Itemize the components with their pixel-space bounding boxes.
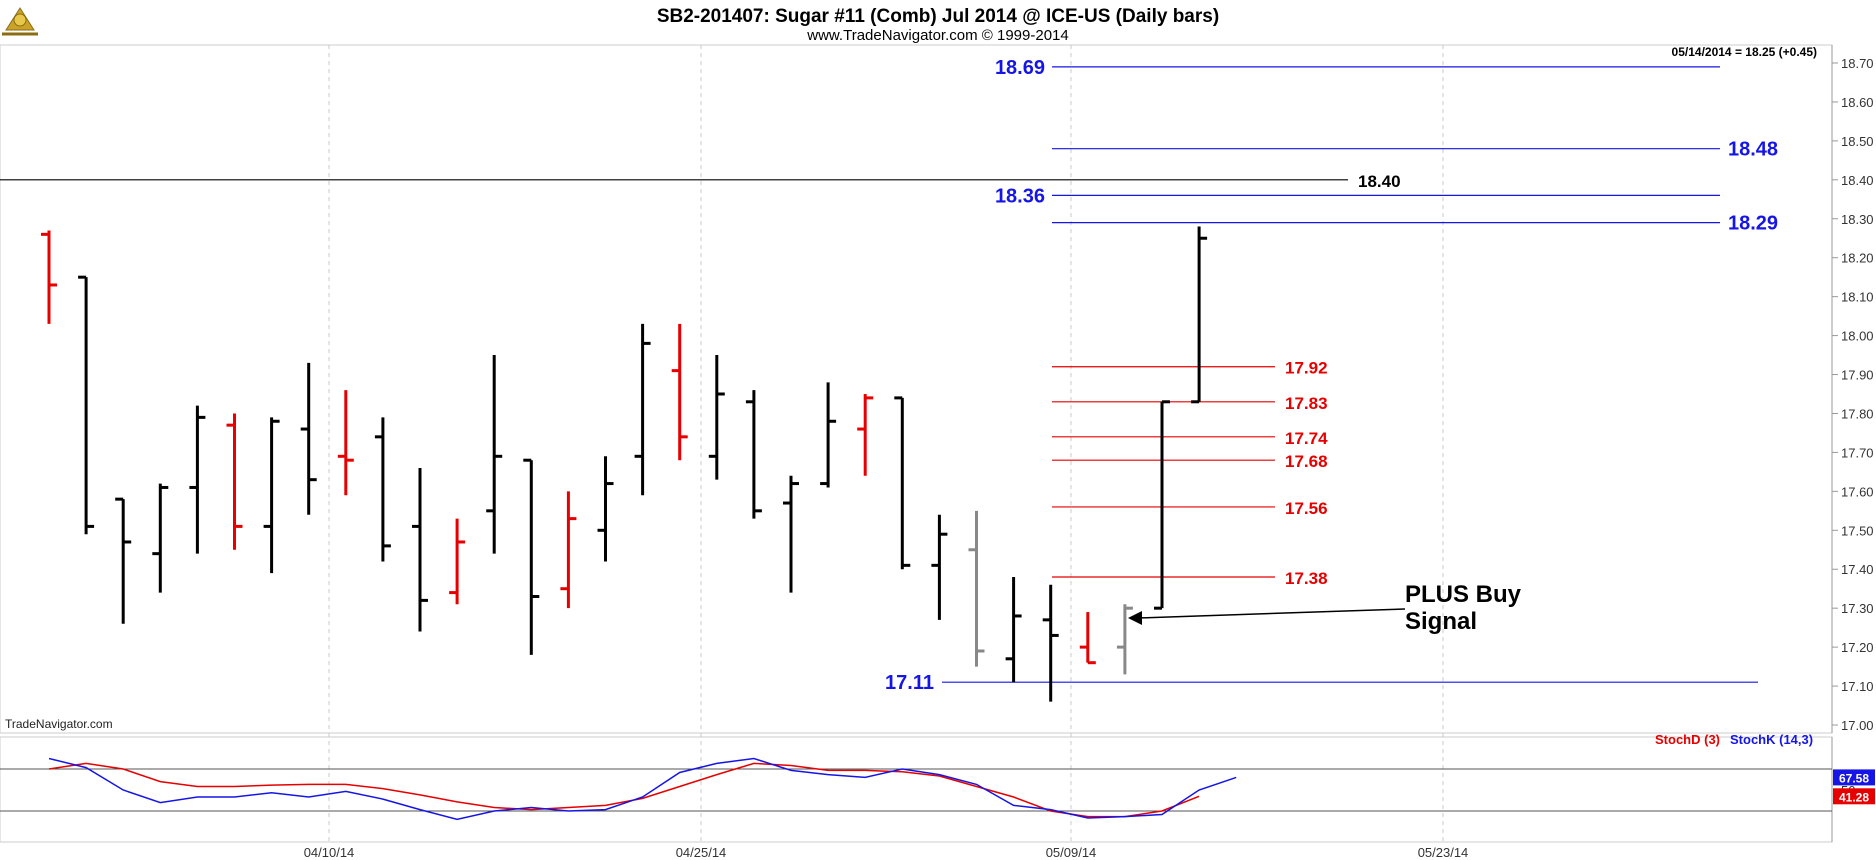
ohlc-bar bbox=[41, 230, 57, 324]
ohlc-bar bbox=[1154, 400, 1170, 610]
price-tick-label: 18.70 bbox=[1841, 56, 1874, 71]
stoch-value-label: 41.28 bbox=[1839, 790, 1869, 804]
ohlc-bar bbox=[115, 497, 132, 624]
price-tick-label: 18.60 bbox=[1841, 95, 1874, 110]
grid bbox=[328, 45, 1444, 842]
ohlc-bar bbox=[449, 518, 466, 605]
price-bars bbox=[41, 226, 1208, 702]
ohlc-bar bbox=[263, 417, 280, 574]
last-quote: 05/14/2014 = 18.25 (+0.45) bbox=[1672, 45, 1817, 59]
ohlc-bar bbox=[783, 475, 799, 593]
ohlc-bar bbox=[412, 467, 428, 632]
price-axis: 17.00 17.10 17.20 17.30 17.40 17.50 17.60 17.70… bbox=[1832, 56, 1874, 733]
date-axis: 04/10/14 04/25/14 05/09/14 05/23/14 bbox=[304, 845, 1469, 860]
ohlc-bar bbox=[671, 323, 688, 461]
ohlc-bar bbox=[820, 382, 837, 488]
price-level-label: 18.36 bbox=[995, 185, 1045, 207]
annotation-arrowhead-icon bbox=[1128, 611, 1142, 625]
price-tick-label: 18.00 bbox=[1841, 329, 1874, 344]
ohlc-bar bbox=[857, 394, 874, 476]
stoch-series-line bbox=[48, 757, 1237, 821]
ohlc-bar bbox=[1079, 612, 1096, 665]
plus-buy-signal-annotation: PLUS Buy Signal bbox=[1128, 581, 1522, 635]
date-tick-label: 05/09/14 bbox=[1046, 845, 1097, 860]
date-tick-label: 04/10/14 bbox=[304, 845, 355, 860]
ohlc-bar bbox=[1191, 226, 1208, 404]
price-tick-label: 18.30 bbox=[1841, 212, 1874, 227]
price-tick-label: 17.50 bbox=[1841, 523, 1874, 538]
stoch-value-badge bbox=[1833, 788, 1875, 805]
ohlc-bar bbox=[931, 514, 948, 620]
stoch-legend-d: StochD (3) bbox=[1655, 732, 1720, 747]
price-tick-label: 17.20 bbox=[1841, 640, 1874, 655]
price-level-label: 17.38 bbox=[1285, 569, 1328, 588]
ohlc-bar bbox=[968, 510, 985, 667]
annotation-line1: PLUS Buy bbox=[1405, 581, 1522, 608]
ohlc-bar bbox=[1005, 577, 1022, 683]
ohlc-bar bbox=[189, 405, 206, 554]
price-level-label: 18.29 bbox=[1728, 213, 1778, 235]
ohlc-bar bbox=[374, 417, 391, 562]
date-tick-label: 05/23/14 bbox=[1418, 845, 1469, 860]
price-level-label: 17.68 bbox=[1285, 452, 1328, 471]
stoch-series-line bbox=[48, 762, 1200, 818]
price-level-label: 17.92 bbox=[1285, 359, 1328, 378]
stoch-panel bbox=[0, 736, 1833, 843]
price-tick-label: 17.70 bbox=[1841, 445, 1874, 460]
price-tick-label: 18.50 bbox=[1841, 134, 1874, 149]
price-tick-label: 18.40 bbox=[1841, 173, 1874, 188]
ohlc-bar bbox=[1042, 584, 1059, 702]
chart-title: SB2-201407: Sugar #11 (Comb) Jul 2014 @ … bbox=[657, 6, 1219, 27]
annotation-line2: Signal bbox=[1405, 608, 1477, 635]
ohlc-bar bbox=[634, 323, 651, 496]
price-level-label: 17.83 bbox=[1285, 394, 1328, 413]
watermark: TradeNavigator.com bbox=[5, 717, 113, 731]
ohlc-bar bbox=[523, 458, 540, 655]
stoch-value-label: 67.58 bbox=[1839, 771, 1869, 785]
stoch-value-badge bbox=[1833, 769, 1875, 786]
price-level-label: 17.11 bbox=[885, 672, 934, 694]
date-tick-label: 04/25/14 bbox=[676, 845, 727, 860]
ohlc-bar bbox=[597, 456, 614, 562]
ohlc-bar bbox=[560, 491, 577, 609]
price-level-label: 18.48 bbox=[1728, 139, 1778, 161]
price-tick-label: 18.10 bbox=[1841, 290, 1874, 305]
ohlc-bar bbox=[894, 396, 911, 570]
ohlc-bar bbox=[745, 390, 762, 519]
ohlc-bar bbox=[78, 275, 95, 535]
ohlc-bar bbox=[337, 390, 354, 496]
price-tick-label: 17.90 bbox=[1841, 368, 1874, 383]
price-tick-label: 18.20 bbox=[1841, 251, 1874, 266]
stoch-legend-k: StochK (14,3) bbox=[1730, 732, 1813, 747]
price-tick-label: 17.10 bbox=[1841, 679, 1874, 694]
price-tick-label: 17.80 bbox=[1841, 406, 1874, 421]
ohlc-bar bbox=[152, 483, 169, 593]
price-tick-label: 17.40 bbox=[1841, 562, 1874, 577]
ohlc-bar bbox=[486, 355, 503, 554]
ohlc-bar bbox=[1116, 604, 1133, 675]
ohlc-bar bbox=[300, 362, 317, 515]
annotation-arrow-line bbox=[1137, 608, 1406, 619]
price-tick-label: 17.00 bbox=[1841, 718, 1874, 733]
chart-subtitle: www.TradeNavigator.com © 1999-2014 bbox=[806, 27, 1068, 44]
ohlc-bar bbox=[226, 413, 243, 550]
price-tick-label: 17.30 bbox=[1841, 601, 1874, 616]
header-logo-icon bbox=[2, 7, 38, 36]
price-tick-label: 17.60 bbox=[1841, 484, 1874, 499]
price-level-label: 17.74 bbox=[1285, 429, 1328, 448]
price-level-label: 18.40 bbox=[1358, 172, 1401, 191]
ohlc-bar bbox=[708, 355, 725, 480]
price-level-label: 18.69 bbox=[995, 57, 1045, 79]
price-level-label: 17.56 bbox=[1285, 499, 1328, 518]
